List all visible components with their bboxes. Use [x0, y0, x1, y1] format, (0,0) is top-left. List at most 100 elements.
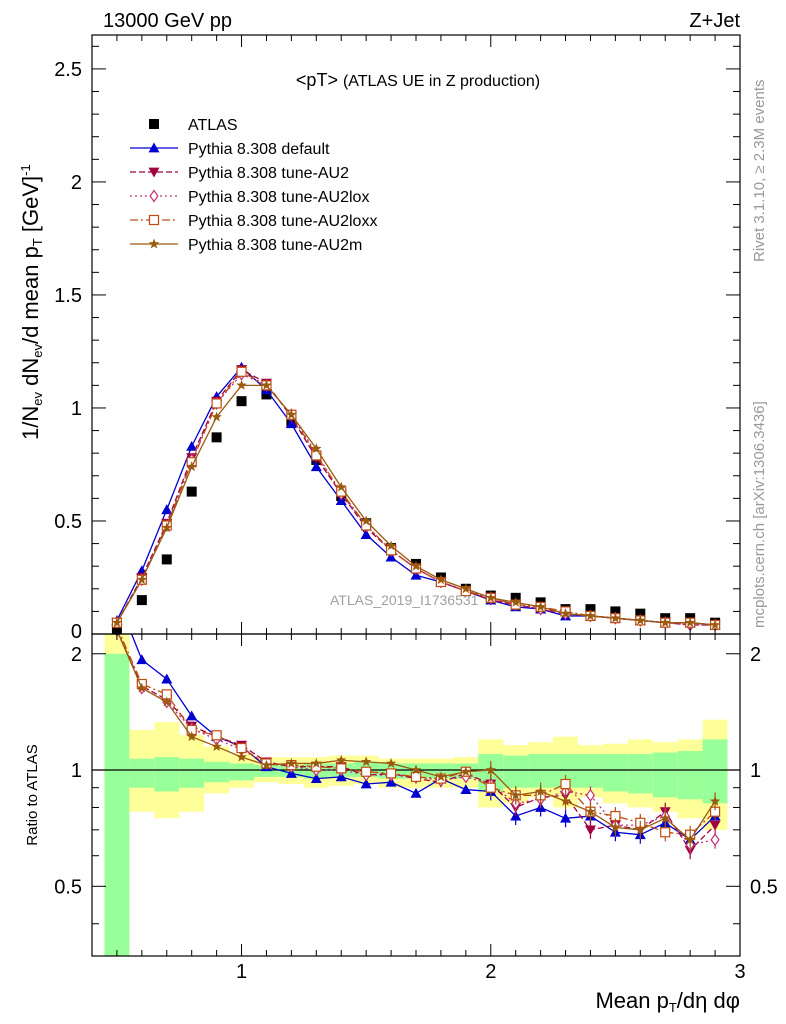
series-0-main-point: [161, 504, 173, 515]
series-3-main-point: [236, 366, 247, 377]
legend-label: ATLAS: [188, 117, 238, 134]
y-axis-label-part: [GeV]: [18, 176, 43, 238]
series-3-ratio-point: [211, 730, 222, 741]
band-inner: [528, 754, 554, 788]
series-4-ratio-point: [360, 756, 372, 767]
chart-title-main: <pT>: [296, 70, 338, 90]
series-4-ratio-line: [117, 634, 716, 841]
series-2-ratio-point: [710, 833, 720, 847]
series-4-main-point: [161, 522, 172, 533]
data-point-atlas: [261, 389, 272, 400]
x-tick-label: 3: [734, 961, 745, 983]
series-4-ratio-point: [236, 751, 247, 762]
y-tick-label: 1.5: [54, 285, 82, 307]
series-3-ratio-point: [410, 771, 422, 782]
legend: ATLAS Pythia 8.308 default Pythia 8.308 tu…: [130, 117, 377, 254]
series-4-ratio-point: [610, 821, 621, 832]
header-left: 13000 GeV pp: [103, 10, 232, 32]
x-axis-label-part: Mean p: [595, 988, 668, 1013]
header-right: Z+Jet: [689, 10, 740, 32]
x-axis-label: Mean pT/dη dφ: [595, 988, 740, 1015]
series-0-ratio-point: [460, 784, 472, 794]
series-4-ratio-point: [460, 766, 472, 777]
series-0-main: [111, 361, 721, 630]
legend-marker: [149, 189, 159, 203]
series-4-main-point: [261, 379, 272, 390]
series-0-ratio-point: [560, 812, 572, 823]
series-4-main-point: [111, 617, 123, 628]
band-inner: [578, 754, 603, 788]
y-axis-label-part: ev: [30, 344, 45, 358]
y-axis-label-part: -1: [18, 164, 33, 176]
series-4-main-point: [535, 601, 546, 612]
series-3-ratio-point: [336, 763, 347, 774]
series-4-ratio-point: [211, 741, 222, 752]
series-4-ratio-point: [385, 757, 397, 768]
series-4-main-point: [360, 515, 372, 526]
data-point-atlas: [585, 604, 596, 615]
band-inner: [229, 763, 254, 781]
series-4-main-point: [311, 443, 322, 454]
y-tick-label: 2: [71, 172, 82, 194]
series-4-ratio: [113, 634, 721, 849]
series-3-main-point: [211, 398, 222, 409]
series-0-ratio-point: [161, 673, 173, 684]
series-4-ratio-point: [286, 757, 297, 768]
ratio-y-tick-label: 2: [71, 644, 82, 666]
series-1-main-line: [116, 368, 716, 626]
series-4-ratio-point: [635, 824, 646, 835]
band-inner: [503, 755, 529, 788]
series-4-ratio-point: [136, 682, 148, 693]
series-0-ratio-point: [186, 710, 198, 721]
chart-title: <pT> (ATLAS UE in Z production): [296, 70, 540, 90]
series-4-ratio-point: [311, 757, 322, 768]
series-4-ratio-point: [336, 754, 347, 765]
series-4-main-point: [236, 379, 247, 390]
series-0-ratio-point: [310, 773, 322, 784]
series-4-main-point: [635, 614, 646, 625]
legend-marker: [148, 142, 160, 153]
series-4-main-point: [684, 617, 696, 628]
series-4-main-point: [186, 461, 197, 472]
mcplots-label: mcplots.cern.ch [arXiv:1306.3436]: [751, 401, 768, 628]
band-inner: [179, 758, 205, 788]
series-4-ratio-point: [485, 764, 496, 775]
series-4-main-point: [560, 608, 571, 619]
series-3-ratio-point: [236, 742, 247, 754]
legend-marker-atlas: [149, 119, 159, 129]
series-3-ratio-point: [560, 778, 571, 790]
series-2-main-line: [116, 373, 716, 626]
series-1-ratio-point: [584, 825, 596, 836]
series-4-ratio-point: [535, 785, 546, 796]
series-3-ratio-point: [361, 766, 372, 777]
legend-entry: Pythia 8.308 default: [130, 141, 330, 158]
series-3-ratio-point: [385, 768, 397, 779]
legend-label: Pythia 8.308 default: [188, 141, 330, 158]
band-inner: [677, 751, 703, 800]
axes-layer: 1 2 300.511.522.50.5 0.51 12 21/Nev dNev/d me…: [18, 34, 778, 1015]
series-4-main-point: [585, 610, 596, 621]
series-layer: [111, 361, 721, 860]
legend-entry: Pythia 8.308 tune-AU2loxx: [130, 213, 377, 230]
series-0-main-line: [116, 366, 716, 626]
legend-entry: Pythia 8.308 tune-AU2m: [130, 237, 362, 254]
x-axis-label-part: T: [669, 1000, 677, 1015]
series-3-main-point: [311, 450, 322, 461]
series-4-main-point: [385, 540, 397, 551]
series-0-ratio-point: [136, 654, 148, 665]
series-3-ratio-point: [485, 782, 496, 793]
x-axis-label-part: /dη dφ: [677, 988, 740, 1013]
ratio-y-tick-label: 0.5: [54, 876, 82, 898]
y-axis-label-part: /d mean p: [18, 246, 43, 344]
rivet-label: Rivet 3.1.10, ≥ 2.3M events: [751, 80, 768, 263]
series-4-main-point: [410, 560, 422, 571]
series-1-ratio-point: [709, 820, 721, 831]
ratio-y-axis-label: Ratio to ATLAS: [24, 744, 41, 845]
series-4-main-point: [660, 617, 671, 628]
y-tick-label: 1: [71, 398, 82, 420]
band-inner: [204, 761, 230, 783]
y-tick-label: 2.5: [54, 59, 82, 81]
legend-label: Pythia 8.308 tune-AU2loxx: [188, 213, 377, 230]
band-inner: [104, 653, 130, 956]
ratio-y-tick-label: 1: [71, 760, 82, 782]
